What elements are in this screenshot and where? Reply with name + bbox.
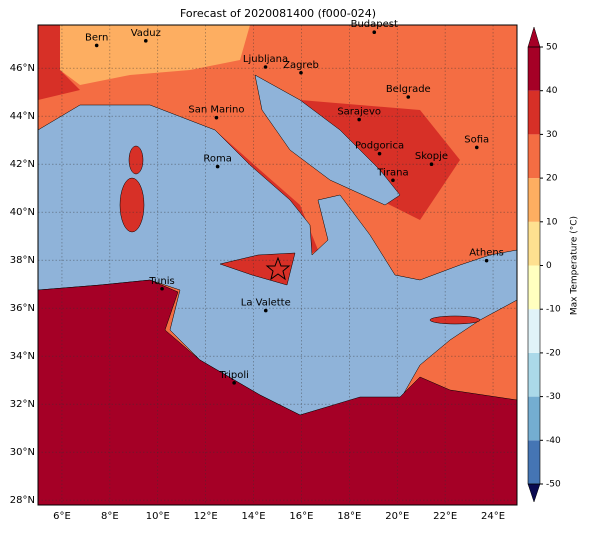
y-tick-label: 34°N [10,351,35,362]
city-dot [357,117,361,122]
colorbar-tick-label: 40 [546,86,558,96]
city-label: Belgrade [386,84,431,95]
colorbar-tick-label: -40 [546,436,561,446]
y-tick-label: 40°N [10,207,35,218]
x-tick-label: 12°E [194,511,218,522]
city-label: Vaduz [131,28,161,39]
colorbar-tick-label: -30 [546,392,561,402]
city-label: Bern [85,32,108,43]
colorbar-bin [528,47,540,91]
colorbar-tick-label: -50 [546,480,561,490]
city-label: Tripoli [218,370,249,381]
colorbar: -50 -40 -30 -20 -10 0 10 20 30 40 50 Max Temperatur… [527,26,580,503]
y-tick-label: 38°N [10,255,35,266]
y-tick-label: 36°N [10,303,35,314]
colorbar-bin [528,221,540,266]
x-tick-label: 16°E [289,511,313,522]
colorbar-extend-low [527,483,541,503]
colorbar-tick-label: 10 [546,217,558,227]
y-tick-label: 44°N [10,111,35,122]
colorbar-tick-label: -10 [546,305,561,315]
city-dot [160,286,164,291]
city-dot [232,381,236,385]
city-dot [429,162,434,166]
city-label: Zagreb [283,60,319,71]
colorbar-label: Max Temperature (°C) [570,216,580,315]
y-tick-label: 30°N [10,447,35,458]
city-label: Skopje [415,151,448,162]
city-label: Sarajevo [337,107,381,118]
colorbar-bin [528,309,540,353]
city-dot [263,308,268,313]
x-tick-label: 24°E [481,511,505,522]
colorbar-bin [528,90,540,135]
x-tick-label: 6°E [53,511,71,522]
city-label: La Valette [241,298,291,309]
y-tick-label: 32°N [10,399,35,410]
city-dot [372,30,377,34]
city-dot [474,145,479,150]
city-label: Tunis [148,276,174,287]
city-dot [484,258,489,263]
colorbar-tick-label: 50 [546,43,558,53]
y-tick-label: 46°N [10,63,35,74]
x-tick-label: 8°E [101,511,119,522]
colorbar-bin [528,352,540,397]
colorbar-bin [528,396,540,441]
colorbar-tick-label: -20 [546,348,561,358]
colorbar-tick-label: 0 [546,261,552,271]
x-tick-label: 14°E [242,511,266,522]
colorbar-tick-label: 30 [546,130,558,140]
x-tick-label: 20°E [385,511,409,522]
colorbar-extend-high [527,26,541,48]
city-dot [143,39,148,43]
city-dot [214,115,219,120]
city-dot [94,43,99,48]
city-label: Athens [469,248,504,259]
city-label: Roma [203,154,232,165]
map-frame [37,24,518,506]
x-tick-label: 18°E [337,511,361,522]
y-tick-label: 42°N [10,159,35,170]
colorbar-tick-label: 20 [546,174,558,184]
colorbar-bin [528,440,540,484]
city-dot [215,164,220,169]
colorbar-bin [528,134,540,179]
city-label: Sofia [464,134,489,145]
colorbar-bin [528,178,540,222]
city-label: San Marino [188,105,244,116]
city-dot [263,65,268,69]
x-tick-label: 22°E [433,511,457,522]
graticule: 6°E 8°E 10°E 12°E 14°E 16°E 18°E 20°E 22°E 24°E 28… [10,25,517,522]
y-tick-label: 28°N [10,495,35,506]
x-tick-label: 10°E [146,511,170,522]
title: Forecast of 2020081400 (f000-024) [180,7,376,20]
city-label: Podgorica [355,141,404,152]
city-label: Ljubljana [243,54,288,65]
city-label: Tirana [376,167,408,178]
colorbar-bin [528,265,540,310]
map [38,25,517,505]
city-dot [391,178,395,183]
city-dot [299,70,303,75]
city-dot [406,95,411,99]
city-dot [377,151,382,156]
